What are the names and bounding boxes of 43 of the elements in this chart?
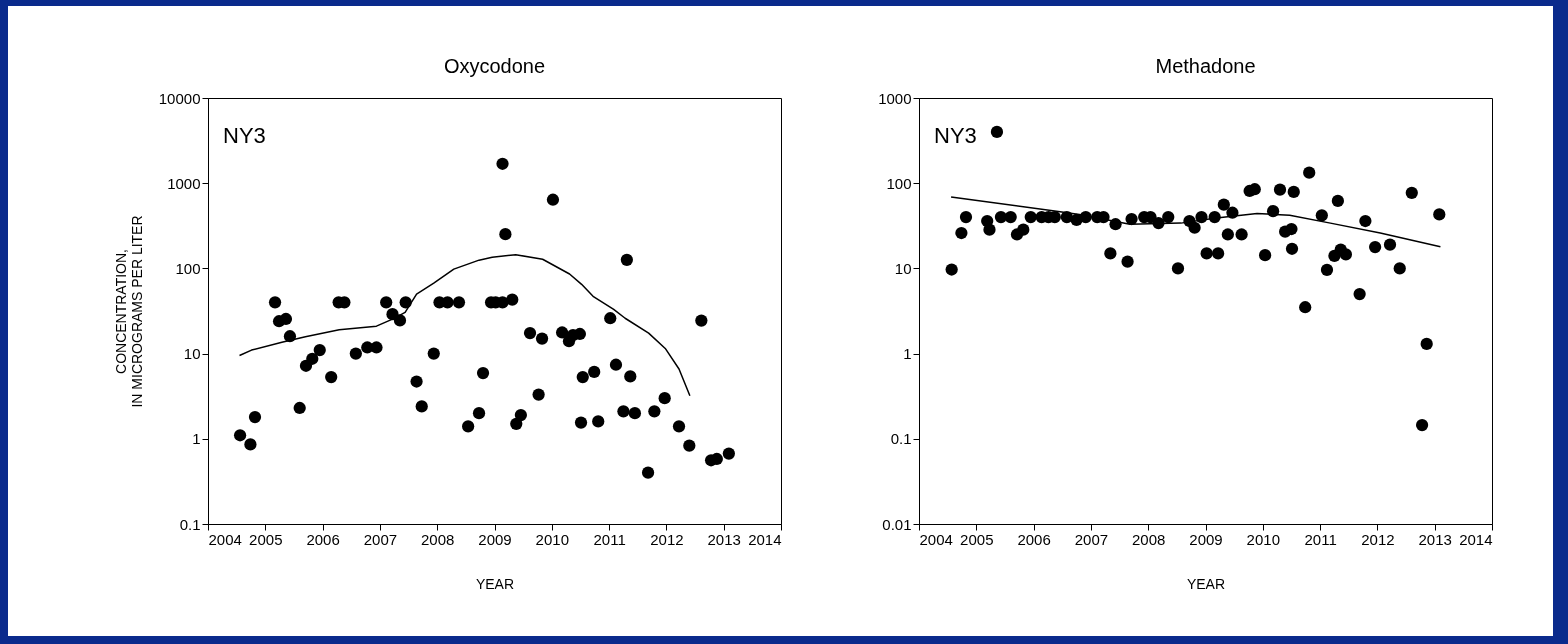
x-axis-title: YEAR [1186,575,1226,592]
x-tick-label: 2004 [919,530,953,548]
x-tick-label: 2006 [1017,530,1051,548]
y-axis-title: CONCENTRATION, IN MICROGRAMS PER LITER [112,215,145,408]
y-tick-label: 100 [886,174,912,192]
x-tick-label: 2013 [1418,530,1452,548]
x-tick-label: 2013 [707,530,741,548]
y-tick-label: 1 [903,345,912,363]
annotation: NY3 [223,123,266,148]
y-tick-label: 0.1 [890,430,912,448]
y-tick-label: 100 [175,259,201,277]
y-tick-label: 1000 [167,174,201,192]
x-tick-label: 2007 [363,530,398,548]
line-series [950,196,1442,248]
annotation: NY3 [934,123,977,148]
x-tick-label: 2012 [1361,530,1395,548]
x-tick-label: 2004 [208,530,242,548]
x-tick-label: 2014 [748,530,782,548]
x-tick-label: 2014 [1459,530,1493,548]
y-tick-label: 0.1 [179,515,201,533]
y-tick-label: 0.01 [882,515,912,533]
x-tick-label: 2010 [535,530,569,548]
chart-title: Oxycodone [443,55,546,77]
x-tick-label: 2008 [1132,530,1166,548]
y-tick-label: 1000 [878,89,912,107]
x-tick-label: 2008 [421,530,455,548]
line-series [238,253,691,397]
y-tick-label: 10000 [158,89,201,107]
x-tick-label: 2005 [960,530,994,548]
x-tick-label: 2006 [306,530,340,548]
chart-title: Methadone [1155,55,1256,77]
x-tick-label: 2012 [650,530,684,548]
x-tick-label: 2007 [1074,530,1109,548]
x-tick-label: 2009 [478,530,512,548]
x-tick-label: 2011 [1304,530,1337,548]
y-tick-label: 10 [183,345,201,363]
x-axis-title: YEAR [475,575,515,592]
y-tick-label: 1 [192,430,201,448]
x-tick-label: 2010 [1246,530,1280,548]
x-tick-label: 2005 [249,530,283,548]
x-tick-label: 2009 [1189,530,1223,548]
y-tick-label: 10 [894,259,912,277]
x-tick-label: 2011 [593,530,626,548]
